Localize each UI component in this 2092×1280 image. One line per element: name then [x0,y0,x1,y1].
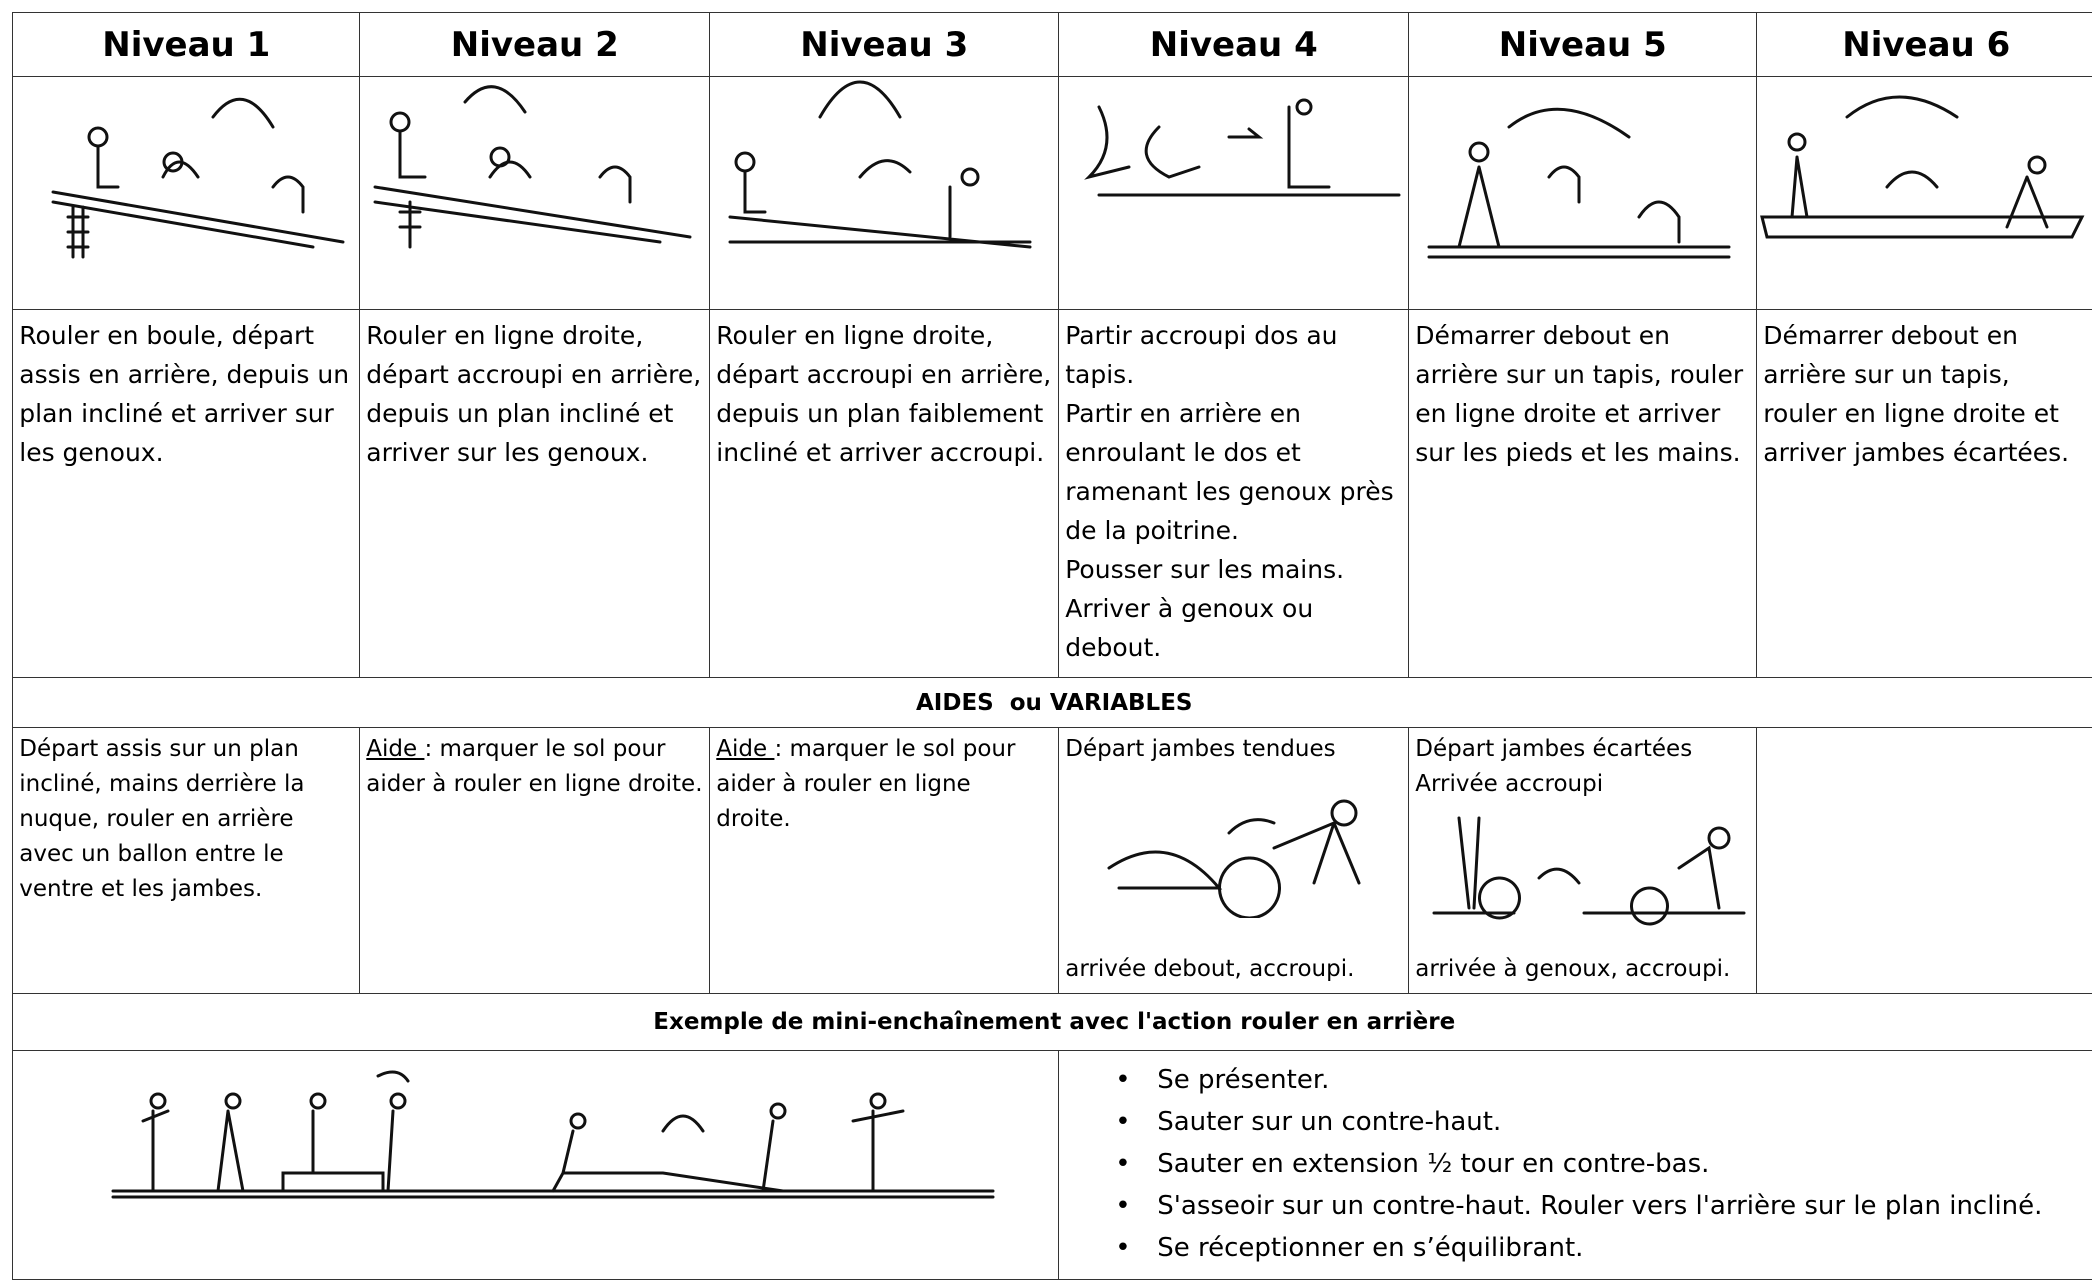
text: Exemple de mini-enchaînement avec l'acti… [653,1009,1456,1036]
text: Rouler en ligne droite, départ accroupi … [366,321,702,468]
aide: Départ jambes écartées Arrivée accroupi … [1408,727,1758,995]
text: Rouler en ligne droite, départ accroupi … [716,321,1052,468]
aide [1756,727,2092,995]
illustration-cell [12,1050,1060,1280]
illustration [1427,108,1731,259]
text: arrivée debout, accroupi. [1065,956,1355,983]
section-title: AIDES ou VARIABLES [12,677,2092,729]
illustration [1432,816,1746,926]
level-header: Niveau 6 [1756,12,2092,78]
aide-label: Aide [716,736,775,763]
level-header: Niveau 3 [709,12,1060,78]
text: Partir en arrière en enroulant le dos et… [1065,399,1394,546]
text: Partir accroupi dos au tapis. [1065,321,1338,390]
illustration [1084,98,1401,197]
description: Démarrer debout en arrière sur un tapis,… [1408,309,1758,679]
text: Départ jambes tendues [1065,736,1336,763]
section-title: Exemple de mini-enchaînement avec l'acti… [12,993,2092,1052]
text: Démarrer debout en arrière sur un tapis,… [1763,321,2070,468]
aide: Départ jambes tendues arrivée debout, ac… [1058,727,1410,995]
aide: Aide : marquer le sol pour aider à roule… [359,727,711,995]
step: Sauter sur un contre-haut. [1115,1101,2092,1143]
text: AIDES ou VARIABLES [916,689,1193,716]
description: Rouler en boule, départ assis en arrière… [12,309,361,679]
illustration [1760,95,2085,239]
description: Partir accroupi dos au tapis. Partir en … [1058,309,1410,679]
text: : marquer le sol pour aider à rouler en … [716,736,1016,833]
text: Arriver à genoux ou debout. [1065,594,1314,663]
text: Pousser sur les mains. [1065,555,1345,585]
level-header: Niveau 2 [359,12,711,78]
aide: Départ assis sur un plan incliné, mains … [12,727,361,995]
steps-cell: Se présenter. Sauter sur un contre-haut.… [1058,1050,2092,1280]
illustration [728,80,1032,249]
illustration [1107,799,1361,919]
description: Rouler en ligne droite, départ accroupi … [709,309,1060,679]
description: Rouler en ligne droite, départ accroupi … [359,309,711,679]
step: S'asseoir sur un contre-haut. Rouler ver… [1115,1185,2092,1227]
text: Départ jambes écartées [1415,736,1693,763]
illustration-cell [709,76,1060,311]
illustration [111,1070,995,1199]
step: Se présenter. [1115,1059,2092,1101]
illustration-cell [1408,76,1758,311]
illustration [373,85,692,249]
illustration [51,98,345,259]
level-header: Niveau 5 [1408,12,1758,78]
level-header: Niveau 4 [1058,12,1410,78]
aide: Aide : marquer le sol pour aider à roule… [709,727,1060,995]
aide-label: Aide [366,736,425,763]
illustration-cell [359,76,711,311]
text: Départ assis sur un plan incliné, mains … [19,736,305,903]
step: Sauter en extension ½ tour en contre-bas… [1115,1143,2092,1185]
description: Démarrer debout en arrière sur un tapis,… [1756,309,2092,679]
text: Démarrer debout en arrière sur un tapis,… [1415,321,1744,468]
text: Rouler en boule, départ assis en arrière… [19,321,350,468]
illustration-cell [12,76,361,311]
step: Se réceptionner en s’équilibrant. [1115,1227,2092,1269]
text: arrivée à genoux, accroupi. [1415,956,1731,983]
steps: Se présenter. Sauter sur un contre-haut.… [1115,1059,2092,1269]
level-header: Niveau 1 [12,12,361,78]
illustration-cell [1058,76,1410,311]
text: : marquer le sol pour aider à rouler en … [366,736,703,798]
text: Arrivée accroupi [1415,771,1604,798]
illustration-cell [1756,76,2092,311]
